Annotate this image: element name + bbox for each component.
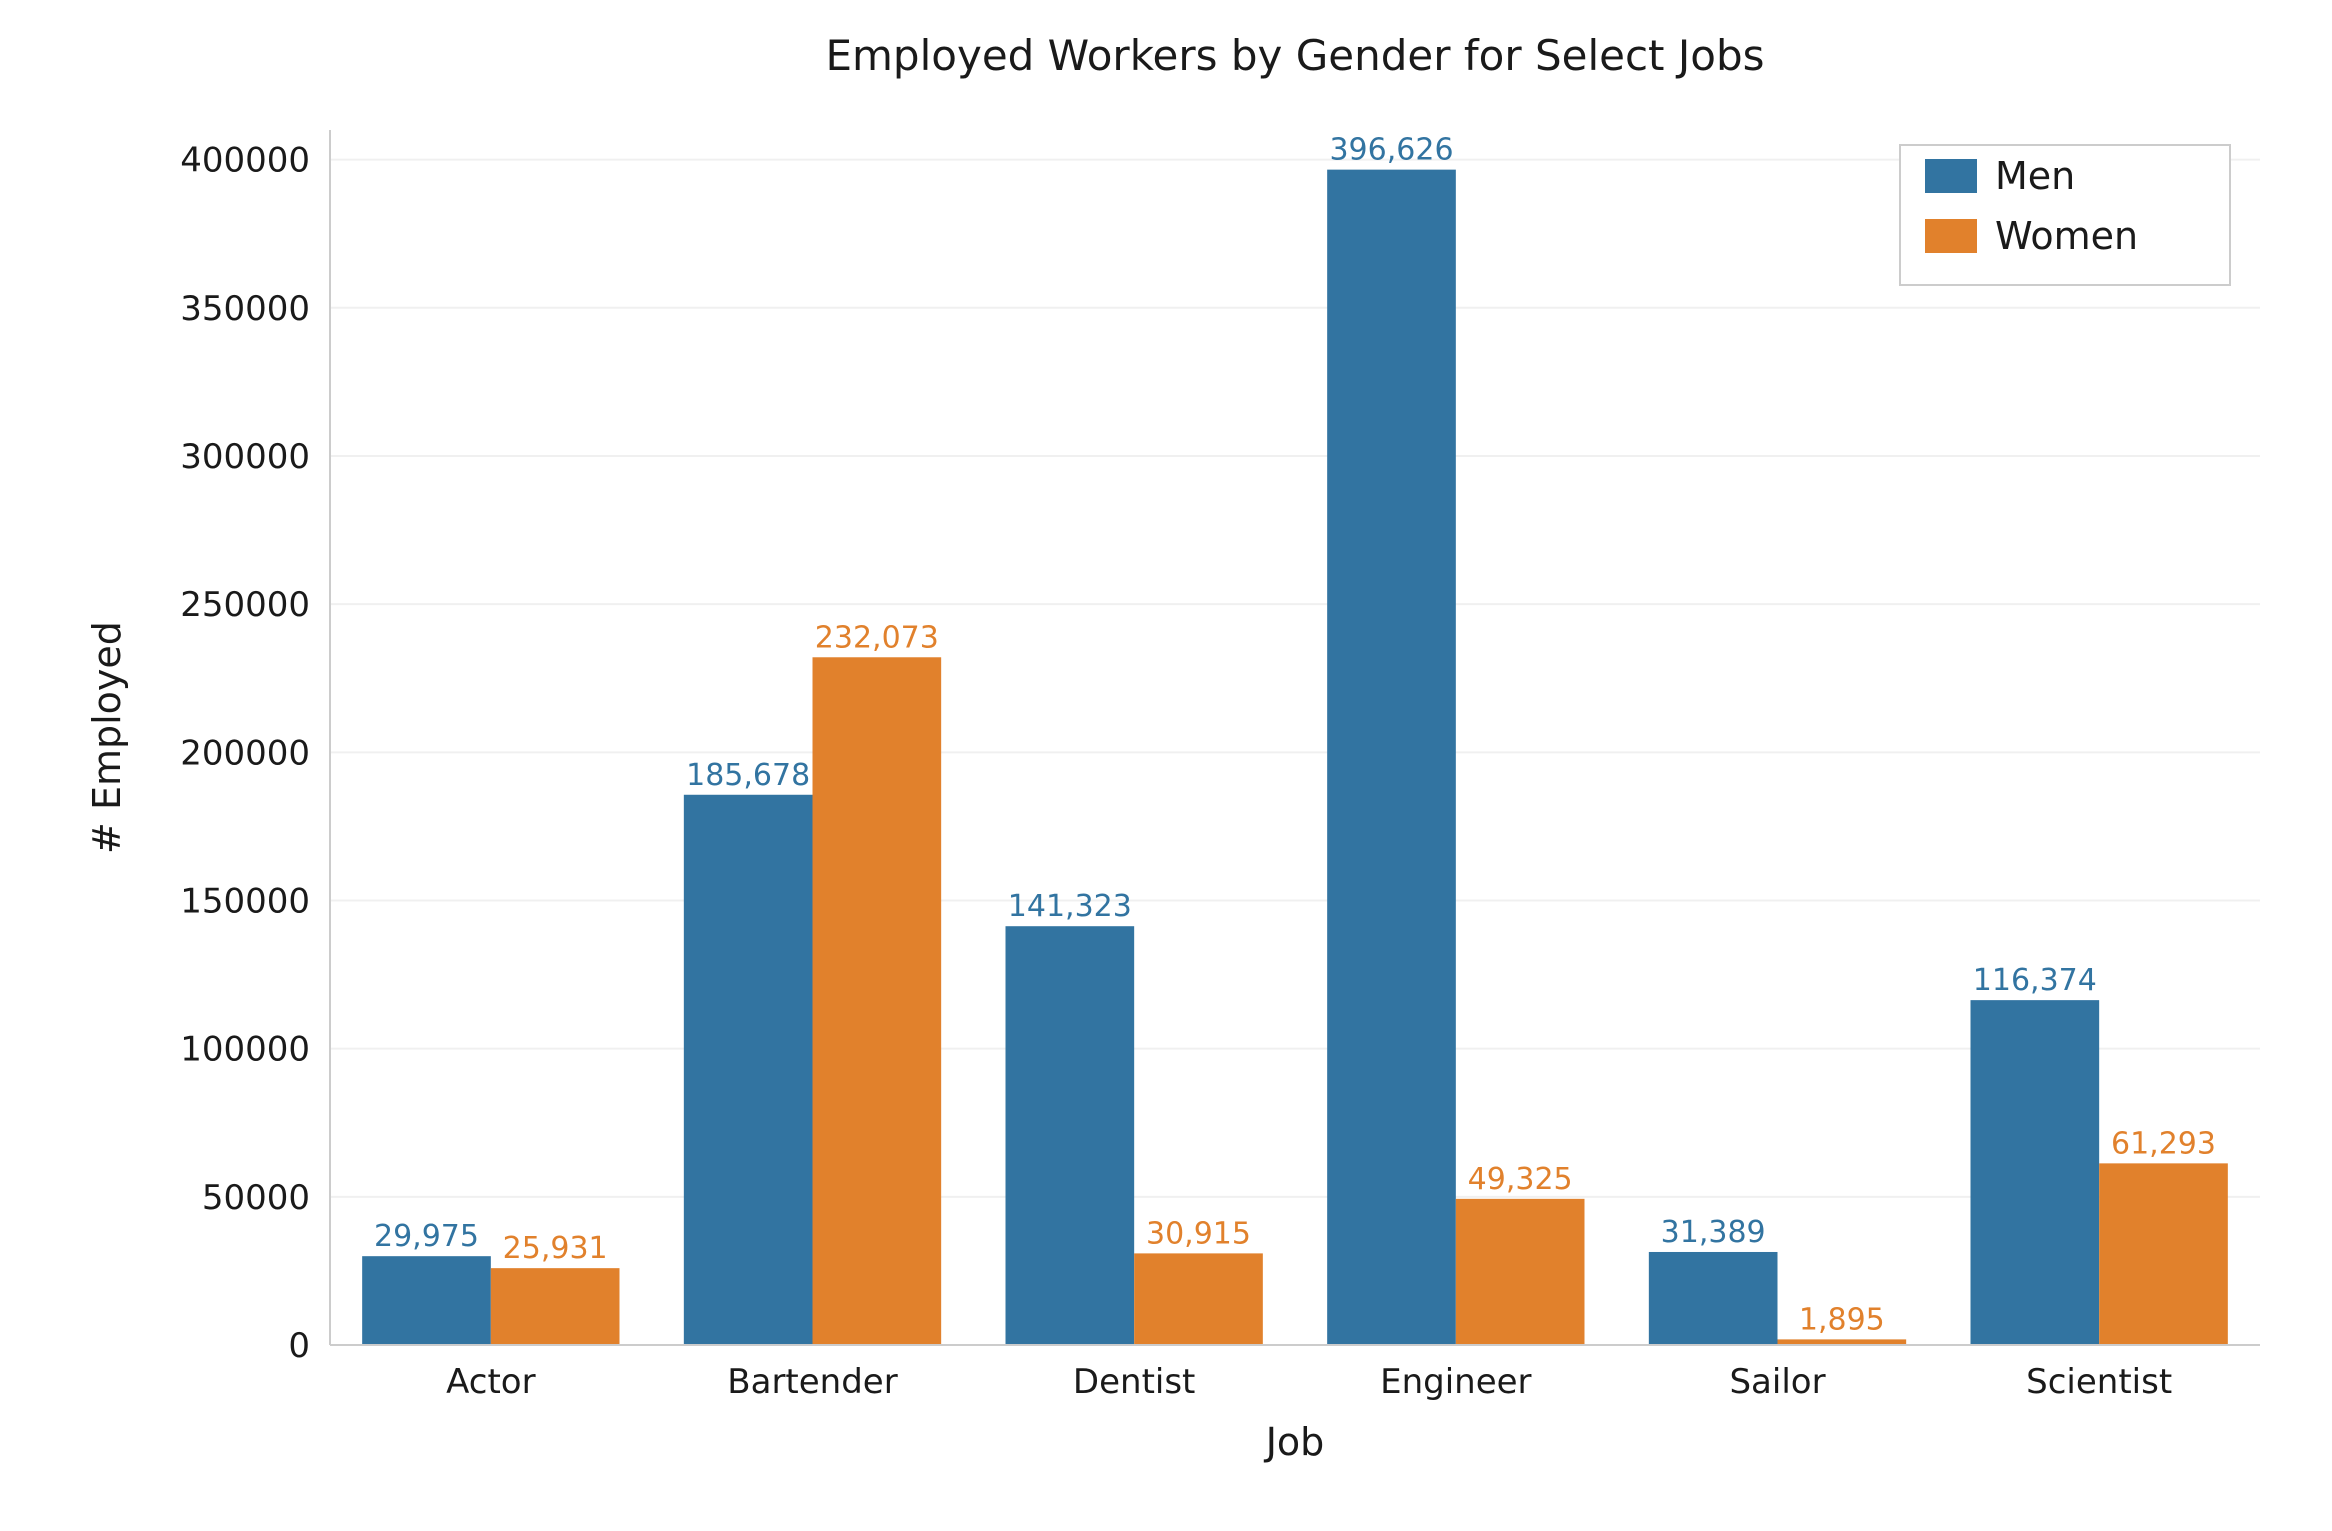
y-tick-label: 300000 [180, 437, 310, 477]
chart-container: 0 50000 100000 150000 200000 250000 300000 3500… [0, 0, 2332, 1531]
y-tick-label: 350000 [180, 289, 310, 329]
legend-swatch-men [1925, 159, 1977, 193]
x-tick-label-dentist: Dentist [1073, 1362, 1195, 1402]
bar-women-dentist [1134, 1253, 1263, 1345]
x-tick-label-scientist: Scientist [2026, 1362, 2172, 1402]
bar-men-actor [362, 1256, 491, 1345]
x-axis-label: Job [1264, 1420, 1325, 1464]
bar-label-men-sailor: 31,389 [1661, 1215, 1766, 1250]
legend-swatch-women [1925, 219, 1977, 253]
bar-label-women-sailor: 1,895 [1799, 1302, 1885, 1337]
x-tick-label-engineer: Engineer [1380, 1362, 1531, 1402]
bar-label-women-actor: 25,931 [503, 1231, 608, 1266]
bar-women-engineer [1456, 1199, 1585, 1345]
y-tick-label: 150000 [180, 881, 310, 921]
bar-label-men-actor: 29,975 [374, 1219, 479, 1254]
x-tick-label-actor: Actor [446, 1362, 535, 1402]
bar-label-women-engineer: 49,325 [1468, 1162, 1573, 1197]
bar-women-scientist [2099, 1163, 2228, 1345]
legend-label-men: Men [1995, 154, 2075, 198]
bar-label-men-engineer: 396,626 [1329, 133, 1453, 168]
y-tick-label: 0 [288, 1326, 310, 1366]
bar-men-bartender [684, 795, 813, 1345]
bar-men-engineer [1327, 170, 1456, 1345]
legend-label-women: Women [1995, 214, 2138, 258]
bar-women-actor [491, 1268, 620, 1345]
y-tick-label: 100000 [180, 1030, 310, 1070]
y-axis-label: # Employed [85, 621, 129, 854]
y-tick-label: 200000 [180, 733, 310, 773]
bar-men-scientist [1971, 1000, 2100, 1345]
bar-label-men-dentist: 141,323 [1008, 889, 1132, 924]
bar-label-men-scientist: 116,374 [1973, 963, 2097, 998]
chart-title: Employed Workers by Gender for Select Jo… [825, 31, 1764, 80]
y-tick-label: 400000 [180, 141, 310, 181]
x-tick-label-sailor: Sailor [1729, 1362, 1825, 1402]
x-tick-label-bartender: Bartender [727, 1362, 897, 1402]
bar-label-women-scientist: 61,293 [2111, 1126, 2216, 1161]
bar-label-women-dentist: 30,915 [1146, 1216, 1251, 1251]
bar-women-bartender [813, 657, 942, 1345]
y-tick-label: 50000 [202, 1178, 310, 1218]
bar-men-dentist [1006, 926, 1135, 1345]
y-tick-label: 250000 [180, 585, 310, 625]
bar-label-women-bartender: 232,073 [815, 620, 939, 655]
bar-men-sailor [1649, 1252, 1778, 1345]
employment-bar-chart: 0 50000 100000 150000 200000 250000 300000 3500… [0, 0, 2332, 1531]
bar-label-men-bartender: 185,678 [686, 758, 810, 793]
